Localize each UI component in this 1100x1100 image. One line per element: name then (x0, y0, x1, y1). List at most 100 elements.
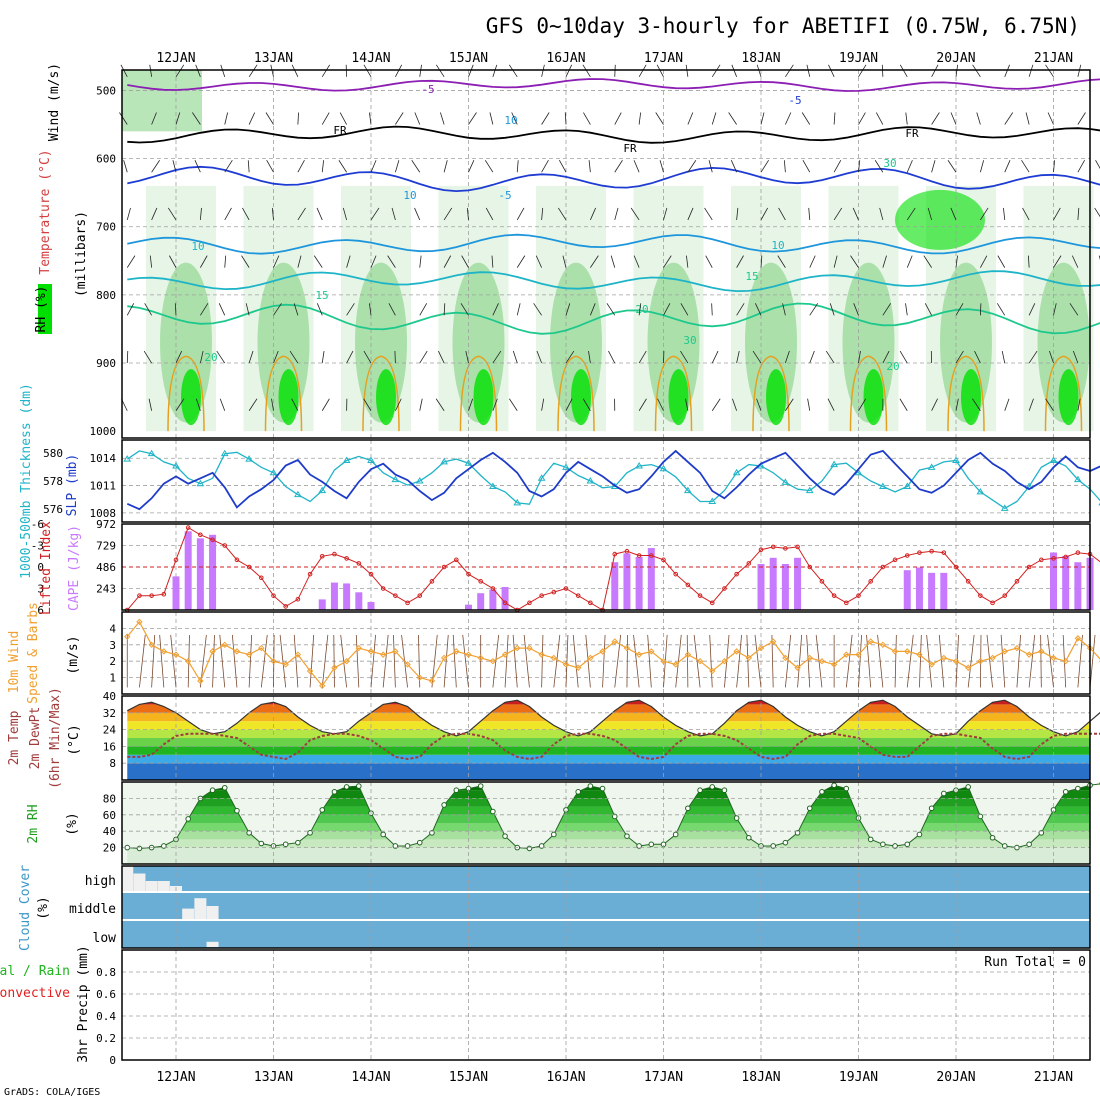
cape-tick: 972 (96, 518, 116, 531)
li-point (588, 600, 593, 606)
rh2m-point (1038, 830, 1045, 836)
wind-barb (996, 303, 1006, 316)
wind-barb (808, 207, 811, 220)
wind-barb (760, 207, 769, 221)
y-label-dewpt2m: 2m DewPt (28, 707, 43, 770)
thickness-point (220, 449, 229, 457)
cloud-background (122, 866, 1090, 948)
wind-barb (1094, 207, 1100, 218)
wind10-point (367, 648, 375, 655)
rh-region (863, 369, 884, 426)
wind10-point (709, 667, 716, 675)
thickness-point (513, 498, 522, 506)
wind10-point (319, 682, 326, 690)
wind-barb (468, 112, 477, 125)
wind-barb (126, 303, 135, 316)
rh2m-point (880, 841, 886, 848)
wind-barb (976, 112, 981, 125)
wind-barb (321, 112, 330, 125)
wind-barb (736, 303, 745, 316)
li-point (137, 593, 142, 598)
wind-barb (785, 398, 794, 411)
thickness-point (1049, 456, 1058, 463)
date-tick-top: 18JAN (741, 51, 780, 66)
temp-band (127, 746, 1090, 755)
thickness-point (342, 456, 351, 463)
wind10-point (855, 651, 862, 658)
wind-barb (827, 398, 835, 411)
rh2m-point (709, 784, 716, 790)
thickness-point (878, 482, 887, 489)
wind-barb (369, 303, 372, 316)
rh2m-point (806, 805, 813, 812)
rh2m-point (599, 785, 606, 792)
thickness-point (147, 449, 156, 457)
wind10-barb (370, 634, 376, 688)
wind-barb (558, 207, 567, 221)
wind-barb (564, 112, 567, 125)
wind-barb (590, 303, 596, 316)
wind10-barb (1089, 634, 1096, 688)
wind10-point (696, 657, 704, 665)
thickness-point (196, 479, 205, 487)
cape-bar (611, 562, 619, 610)
wind-barb (899, 398, 908, 411)
rh2m-point (1062, 789, 1069, 795)
li-point (770, 544, 776, 550)
rh2m-point (1001, 843, 1008, 849)
rh2m-point (185, 816, 191, 822)
wind10-point (721, 657, 728, 665)
isotherm-30 (264, 355, 303, 432)
thickness-point (488, 482, 497, 489)
li-point (417, 593, 423, 598)
li-point (746, 561, 752, 566)
wind10-point (818, 657, 826, 665)
wind10-barb (565, 634, 569, 688)
wind-barb (224, 255, 227, 268)
li-point (527, 600, 532, 606)
panel-frame (121, 781, 1091, 865)
wind10-barb (938, 634, 945, 688)
rh2m-point (782, 839, 789, 846)
li-point (709, 600, 715, 606)
rh-band (127, 806, 1090, 815)
date-tick-bottom: 16JAN (546, 1070, 585, 1085)
wind-barb (1047, 112, 1054, 125)
wind-barb (931, 64, 939, 78)
y-label-temp: Temperature (°C) (38, 149, 53, 274)
rh2m-point (624, 833, 630, 839)
rh-legend-swatch (38, 284, 52, 334)
wind-barb (760, 160, 769, 173)
rh-region (122, 70, 202, 132)
thickness-point (830, 460, 839, 468)
wind10-point (1025, 651, 1033, 658)
wind10-barb (309, 634, 315, 688)
wind-barb (175, 112, 181, 125)
contour-label: FR (333, 124, 347, 137)
li-point (466, 571, 471, 577)
li-point (356, 561, 362, 566)
y-label-rh2m: 2m RH (26, 804, 41, 843)
isotherm-line (127, 302, 1100, 335)
wind-barb (391, 207, 396, 221)
rh2m-point (490, 808, 496, 815)
li-point (917, 550, 922, 555)
wind10-barb (159, 634, 165, 688)
li-point (259, 575, 264, 581)
li-point (222, 543, 228, 548)
wind-barb (394, 160, 400, 173)
wind-barb (443, 207, 453, 221)
wind-barb (858, 398, 867, 411)
wind-barb (224, 112, 229, 125)
cape-bar (501, 586, 509, 610)
cape-bar (330, 582, 338, 610)
isotherm-line (127, 125, 1100, 144)
y-label-cloud: Cloud Cover (18, 865, 33, 951)
temp-band (127, 712, 1090, 722)
wind-barb (833, 207, 843, 221)
rh2m-point (453, 787, 460, 794)
wind10-tick: 4 (109, 622, 116, 635)
wind10-barb (572, 634, 579, 688)
wind10-barb (906, 634, 914, 688)
wind-barb (704, 207, 713, 221)
